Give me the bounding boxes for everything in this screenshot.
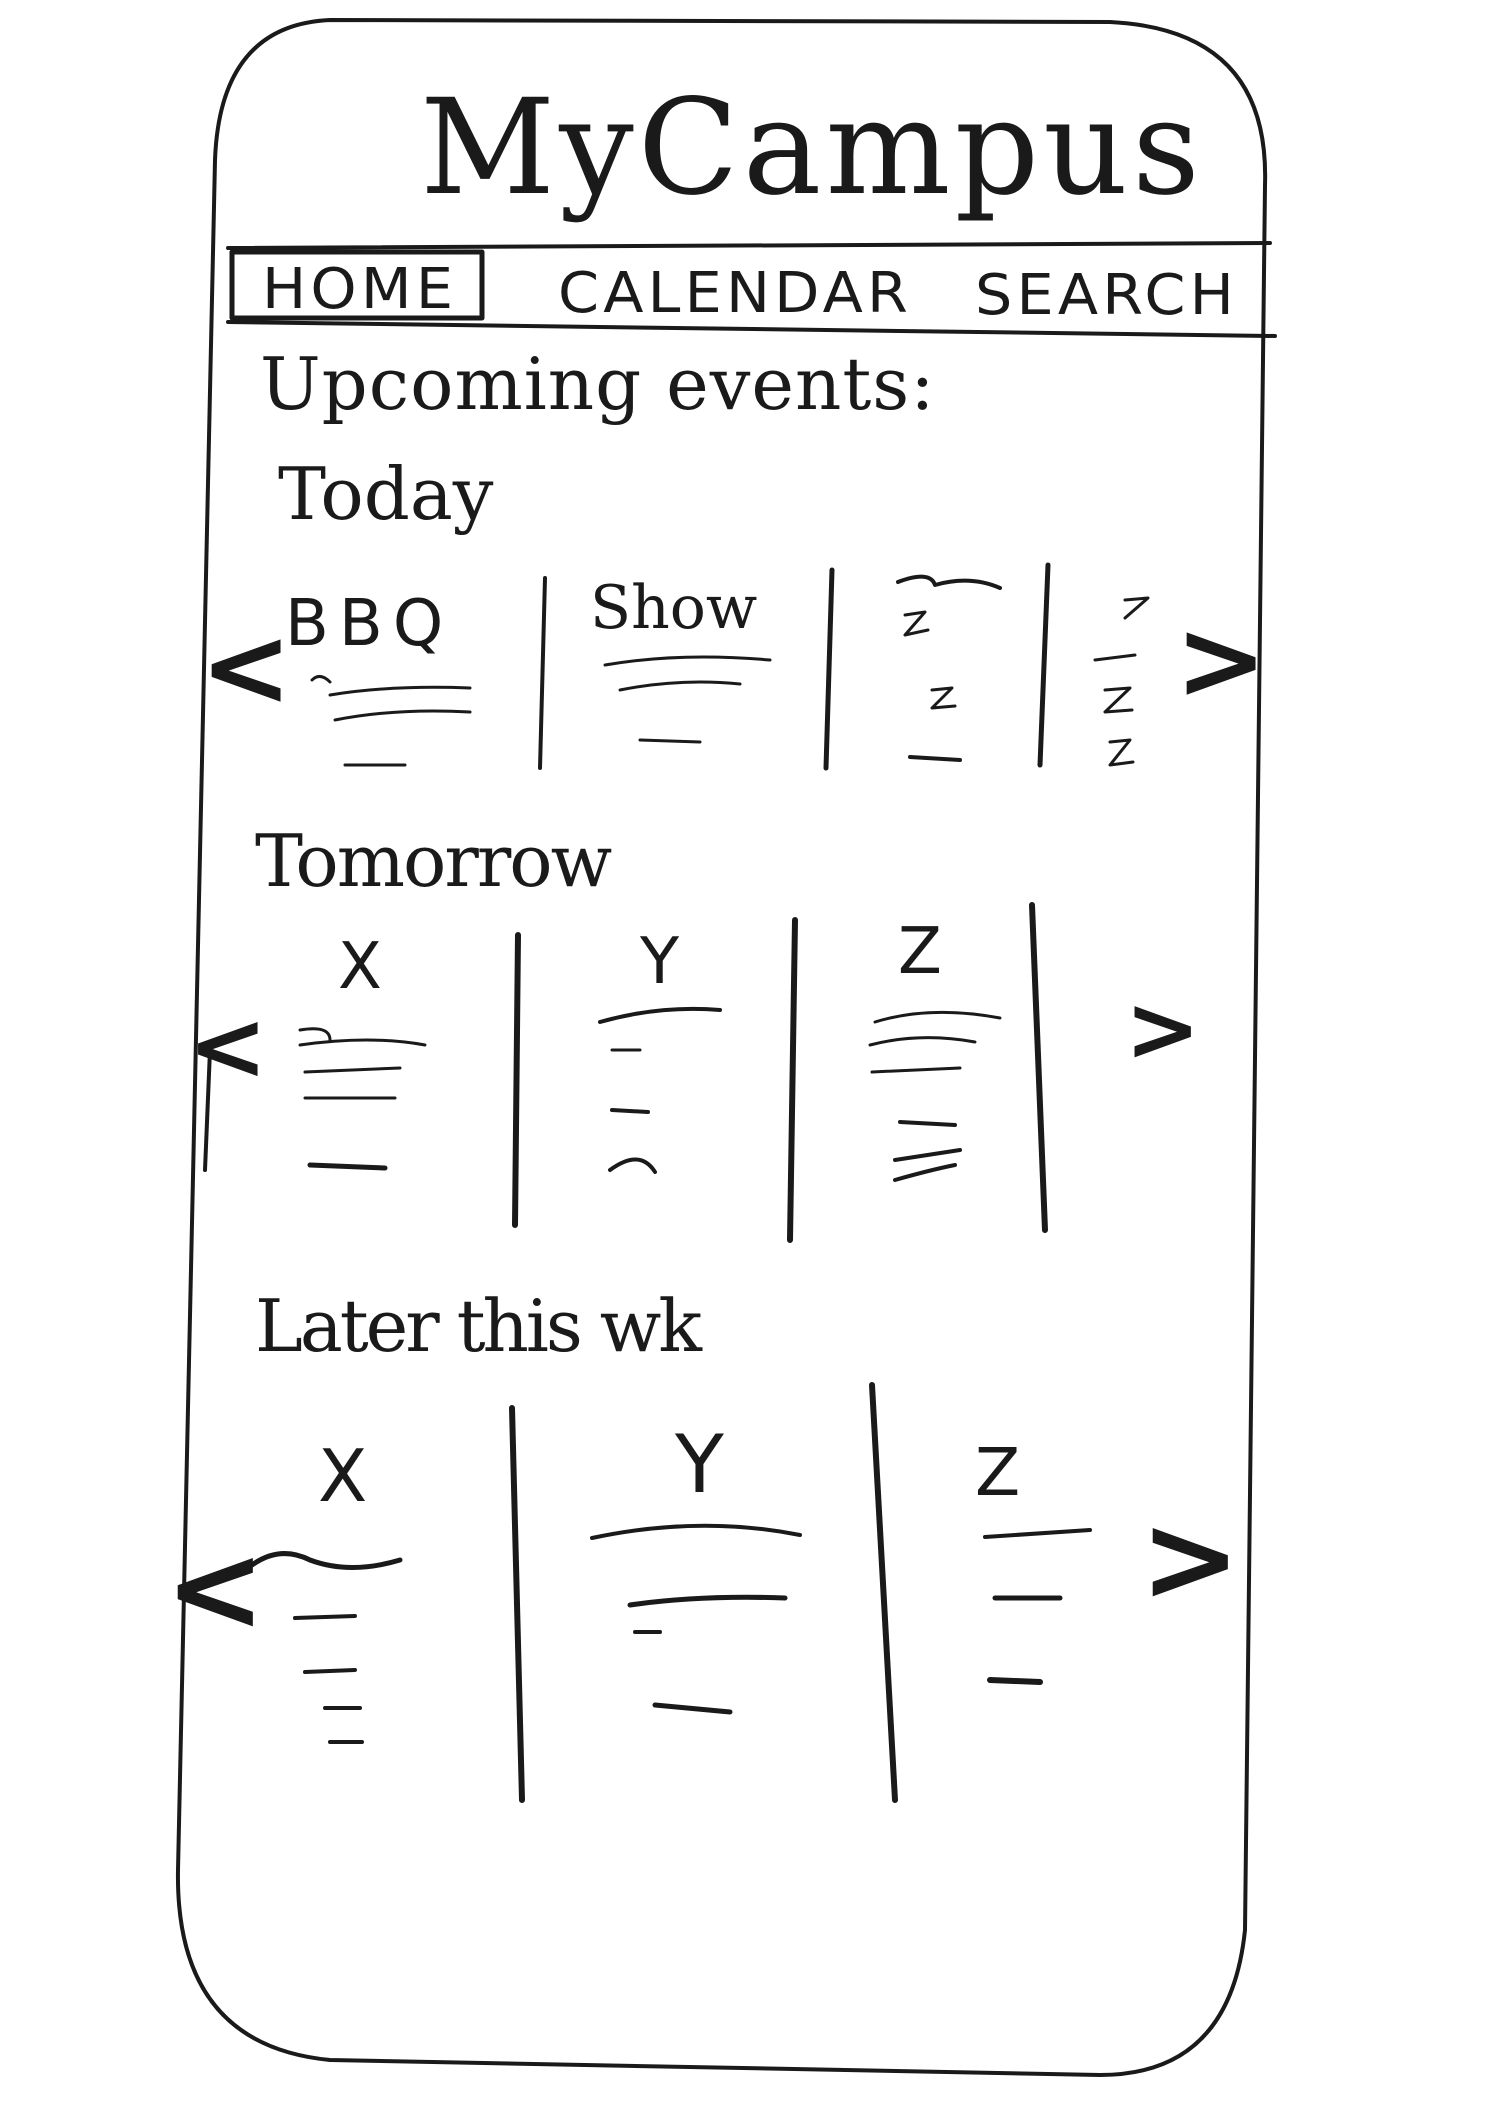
chevron-left-icon: < [188, 992, 268, 1102]
today-divider-3 [1037, 562, 1051, 768]
tomorrow-card-2-text [608, 1157, 657, 1174]
tomorrow-card-1-text [298, 1027, 332, 1042]
today-card-2-title[interactable]: Show [590, 573, 758, 643]
tomorrow-card-3-text [893, 1163, 957, 1182]
chevron-left-icon: < [165, 1520, 266, 1659]
today-card-2-text [603, 655, 772, 667]
today-card-4-text [1103, 686, 1134, 714]
today-card-4-text [1123, 596, 1150, 620]
nav-bar-bottom-line [226, 320, 1277, 338]
app-title: MyCampus [420, 71, 1204, 225]
later-card-1-text [249, 1551, 403, 1570]
tomorrow-card-2-text [610, 1108, 650, 1114]
later-divider-1 [509, 1405, 525, 1803]
today-divider-2 [823, 567, 835, 771]
tab-search[interactable]: SEARCH [975, 263, 1239, 328]
chevron-right-icon: > [1175, 596, 1268, 724]
tomorrow-divider-1 [512, 932, 521, 1228]
tab-calendar[interactable]: CALENDAR [558, 261, 913, 326]
today-card-4-text [1093, 653, 1137, 662]
nav-bar-top-line [226, 241, 1272, 250]
home-tab-box [229, 249, 485, 321]
upcoming-events-heading: Upcoming events: [260, 342, 936, 426]
later-card-3-text [987, 1677, 1043, 1685]
phone-frame [175, 18, 1268, 2077]
today-divider-1 [538, 576, 547, 770]
today-card-3-text [903, 610, 930, 637]
later-card-3-text [983, 1528, 1092, 1539]
tomorrow-card-1-text [307, 1162, 388, 1171]
today-prev-button[interactable]: < [200, 612, 292, 722]
tomorrow-card-2-text [598, 1006, 722, 1024]
later-card-3-title[interactable]: Z [975, 1434, 1021, 1511]
tomorrow-card-3-title[interactable]: Z [898, 915, 942, 989]
tomorrow-card-1-text [303, 1066, 402, 1074]
today-card-2-text [638, 738, 702, 744]
later-card-1-text [293, 1614, 357, 1620]
tomorrow-divider-3 [1029, 902, 1048, 1233]
today-card-1-text [328, 685, 472, 697]
later-prev-button[interactable]: < [165, 1530, 266, 1650]
today-card-3-text [896, 574, 1002, 590]
today-card-2-text [618, 680, 742, 692]
section-today-label: Today [278, 452, 494, 536]
today-card-3-text [908, 755, 962, 762]
tomorrow-card-1-title[interactable]: X [338, 930, 382, 1004]
tomorrow-card-3-text [893, 1148, 962, 1162]
tomorrow-divider-2 [787, 917, 798, 1243]
tomorrow-card-3-text [870, 1066, 962, 1074]
today-card-1-title[interactable]: BBQ [285, 587, 454, 661]
later-card-2-text [652, 1702, 733, 1715]
today-card-4-text [1108, 738, 1135, 767]
later-card-1-text [303, 1668, 357, 1674]
later-card-2-text [627, 1594, 788, 1608]
section-tomorrow-label: Tomorrow [255, 819, 612, 903]
today-card-1-text [310, 675, 332, 684]
later-next-button[interactable]: > [1140, 1500, 1241, 1620]
later-card-2-title[interactable]: Y [675, 1418, 724, 1511]
tomorrow-left-bracket [203, 1048, 212, 1172]
tomorrow-card-3-text [873, 1010, 1002, 1024]
tomorrow-card-2-title[interactable]: Y [640, 925, 680, 999]
later-card-2-text [590, 1523, 802, 1540]
tomorrow-card-3-text [868, 1036, 977, 1047]
tab-home[interactable]: HOME [262, 257, 458, 322]
chevron-right-icon: > [1140, 1490, 1241, 1629]
today-card-1-text [333, 709, 472, 722]
later-card-1-title[interactable]: X [318, 1434, 368, 1518]
later-divider-2 [869, 1382, 898, 1803]
tomorrow-card-1-text [298, 1038, 427, 1047]
tomorrow-prev-button[interactable]: < [188, 1000, 268, 1095]
chevron-right-icon: > [1125, 977, 1201, 1082]
today-next-button[interactable]: > [1175, 605, 1267, 715]
tomorrow-card-3-text [898, 1120, 957, 1127]
section-later-label: Later this wk [255, 1284, 702, 1368]
tomorrow-next-button[interactable]: > [1125, 985, 1200, 1075]
today-card-3-text [930, 686, 957, 710]
chevron-left-icon: < [200, 603, 293, 731]
